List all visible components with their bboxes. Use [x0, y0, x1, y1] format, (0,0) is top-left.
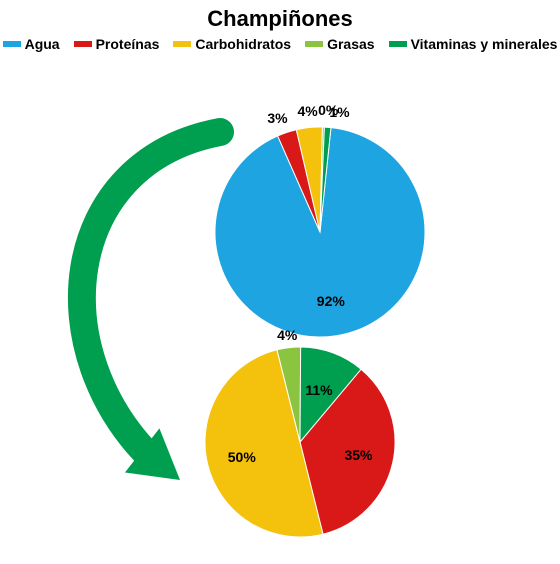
pie-slice-label: 4%	[277, 327, 297, 343]
legend-swatch	[3, 41, 21, 47]
legend-item: Vitaminas y minerales	[389, 36, 558, 52]
legend-label: Carbohidratos	[195, 36, 291, 52]
pie-detail	[205, 347, 395, 537]
legend-swatch	[389, 41, 407, 47]
legend-item: Proteínas	[74, 36, 160, 52]
pie-slice-label: 50%	[228, 449, 256, 465]
legend-label: Proteínas	[96, 36, 160, 52]
pie-slice-label: 4%	[297, 103, 317, 119]
pie-slice-label: 1%	[329, 104, 349, 120]
pie-slice-label: 3%	[267, 110, 287, 126]
legend-label: Grasas	[327, 36, 374, 52]
legend-label: Vitaminas y minerales	[411, 36, 558, 52]
legend-item: Grasas	[305, 36, 374, 52]
pie-slice-label: 35%	[344, 447, 372, 463]
legend-swatch	[305, 41, 323, 47]
legend-swatch	[74, 41, 92, 47]
legend-label: Agua	[25, 36, 60, 52]
legend: Agua Proteínas Carbohidratos Grasas Vitamina…	[0, 36, 560, 52]
pie-slice-label: 11%	[305, 382, 332, 398]
chart-title: Champiñones	[0, 6, 560, 32]
chart-area: 92%3%4%0%1%35%50%4%11%	[0, 52, 560, 552]
legend-item: Agua	[3, 36, 60, 52]
pie-slice-label: 92%	[317, 293, 345, 309]
legend-swatch	[173, 41, 191, 47]
legend-item: Carbohidratos	[173, 36, 291, 52]
